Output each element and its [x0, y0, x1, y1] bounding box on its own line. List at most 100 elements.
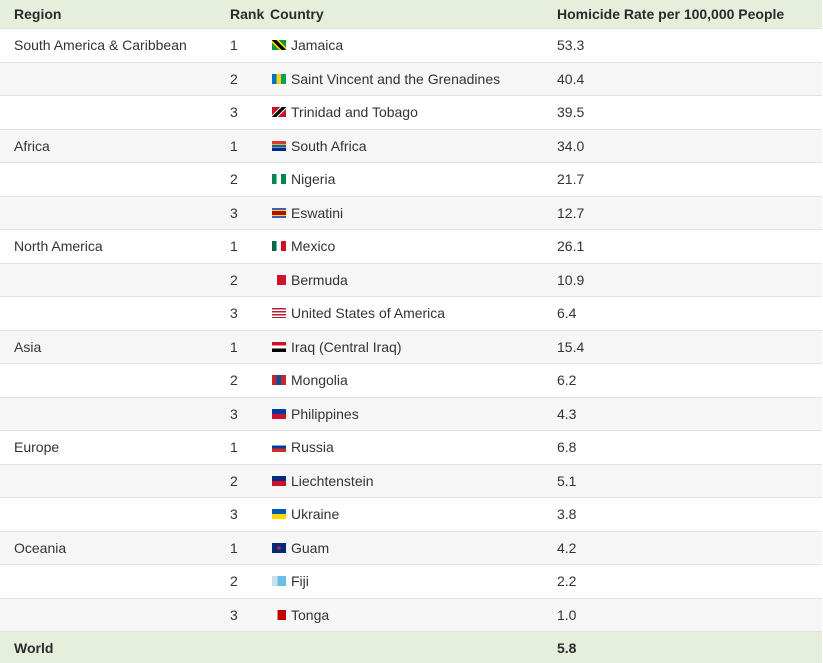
table-row: 2 Bermuda 10.9 [0, 263, 822, 297]
footer-row: World 5.8 [0, 632, 822, 663]
rank-cell: 2 [230, 372, 238, 389]
table-row: 2 Fiji 2.2 [0, 565, 822, 599]
table-row: Asia 1 Iraq (Central Iraq) 15.4 [0, 330, 822, 364]
country-cell: Eswatini [291, 204, 344, 221]
rate-cell: 3.8 [557, 506, 577, 523]
flag-icon [272, 274, 286, 285]
table-row: North America 1 Mexico 26.1 [0, 230, 822, 264]
region-cell: Oceania [14, 539, 67, 556]
rate-cell: 6.8 [557, 439, 577, 456]
table-row: Oceania 1 Guam 4.2 [0, 531, 822, 565]
country-cell: Tonga [291, 606, 330, 623]
rank-cell: 3 [230, 506, 238, 523]
country-cell: Fiji [291, 573, 309, 590]
table-row: 2 Nigeria 21.7 [0, 163, 822, 197]
flag-icon [272, 542, 286, 553]
rank-cell: 3 [230, 305, 238, 322]
rate-cell: 15.4 [557, 338, 585, 355]
rank-cell: 1 [230, 539, 238, 556]
table-row: 2 Mongolia 6.2 [0, 364, 822, 398]
table-row: 3 Philippines 4.3 [0, 397, 822, 431]
table-row: 3 Tonga 1.0 [0, 598, 822, 632]
country-cell: Jamaica [291, 37, 344, 54]
rank-cell: 2 [230, 573, 238, 590]
rank-cell: 3 [230, 104, 238, 121]
country-cell: Guam [291, 539, 330, 556]
rate-cell: 21.7 [557, 171, 585, 188]
rate-cell: 4.2 [557, 539, 577, 556]
table-row: 3 Eswatini 12.7 [0, 196, 822, 230]
rank-cell: 1 [230, 439, 238, 456]
rate-cell: 4.3 [557, 405, 577, 422]
rank-cell: 1 [230, 37, 238, 54]
region-cell: North America [14, 238, 103, 255]
table-row: 3 Trinidad and Tobago 39.5 [0, 96, 822, 130]
rate-cell: 10.9 [557, 271, 585, 288]
country-cell: South Africa [291, 137, 367, 154]
table-row: Europe 1 Russia 6.8 [0, 431, 822, 465]
country-cell: Mexico [291, 238, 336, 255]
flag-icon [272, 207, 286, 218]
rank-cell: 1 [230, 338, 238, 355]
country-cell: Trinidad and Tobago [291, 104, 418, 121]
table-row: Africa 1 South Africa 34.0 [0, 129, 822, 163]
rank-cell: 3 [230, 405, 238, 422]
flag-icon [272, 609, 286, 620]
region-cell: South America & Caribbean [14, 37, 187, 54]
rate-cell: 6.4 [557, 305, 577, 322]
table-row: 2 Saint Vincent and the Grenadines 40.4 [0, 62, 822, 96]
rate-cell: 26.1 [557, 238, 585, 255]
footer-label: World [14, 639, 54, 656]
flag-icon [272, 408, 286, 419]
rank-cell: 1 [230, 238, 238, 255]
country-cell: Ukraine [291, 506, 340, 523]
rank-cell: 2 [230, 472, 238, 489]
rate-cell: 53.3 [557, 37, 585, 54]
flag-icon [272, 308, 286, 319]
header-cell: Rank [230, 6, 265, 22]
table-row: South America & Caribbean 1 Jamaica 53.3 [0, 29, 822, 63]
footer-rate: 5.8 [557, 639, 577, 656]
country-cell: Philippines [291, 405, 359, 422]
region-cell: Africa [14, 137, 50, 154]
rank-cell: 2 [230, 271, 238, 288]
flag-icon [272, 174, 286, 185]
rank-cell: 1 [230, 137, 238, 154]
flag-icon [272, 241, 286, 252]
country-cell: United States of America [291, 305, 446, 322]
region-cell: Europe [14, 439, 60, 456]
flag-icon [272, 40, 286, 51]
flag-icon [272, 442, 286, 453]
table-row: 2 Liechtenstein 5.1 [0, 464, 822, 498]
rate-cell: 39.5 [557, 104, 585, 121]
country-cell: Bermuda [291, 271, 348, 288]
flag-icon [272, 475, 286, 486]
flag-icon [272, 375, 286, 386]
rank-cell: 3 [230, 204, 238, 221]
header-cell: Country [270, 6, 324, 22]
country-cell: Iraq (Central Iraq) [291, 338, 402, 355]
country-cell: Mongolia [291, 372, 348, 389]
rate-cell: 5.1 [557, 472, 577, 489]
country-cell: Nigeria [291, 171, 336, 188]
country-cell: Saint Vincent and the Grenadines [291, 70, 501, 87]
rank-cell: 2 [230, 70, 238, 87]
flag-icon [272, 140, 286, 151]
header-row: Region Rank Country Homicide Rate per 10… [0, 0, 822, 29]
rate-cell: 6.2 [557, 372, 577, 389]
rate-cell: 2.2 [557, 573, 577, 590]
rate-cell: 40.4 [557, 70, 585, 87]
region-cell: Asia [14, 338, 42, 355]
header-cell: Region [14, 6, 62, 22]
country-cell: Liechtenstein [291, 472, 374, 489]
table-row: 3 Ukraine 3.8 [0, 498, 822, 532]
flag-icon [272, 107, 286, 118]
header-cell: Homicide Rate per 100,000 People [557, 6, 785, 22]
table-row: 3 United States of America 6.4 [0, 297, 822, 331]
rank-cell: 2 [230, 171, 238, 188]
flag-icon [272, 576, 286, 587]
rate-cell: 34.0 [557, 137, 585, 154]
flag-icon [272, 73, 286, 84]
rate-cell: 1.0 [557, 606, 577, 623]
